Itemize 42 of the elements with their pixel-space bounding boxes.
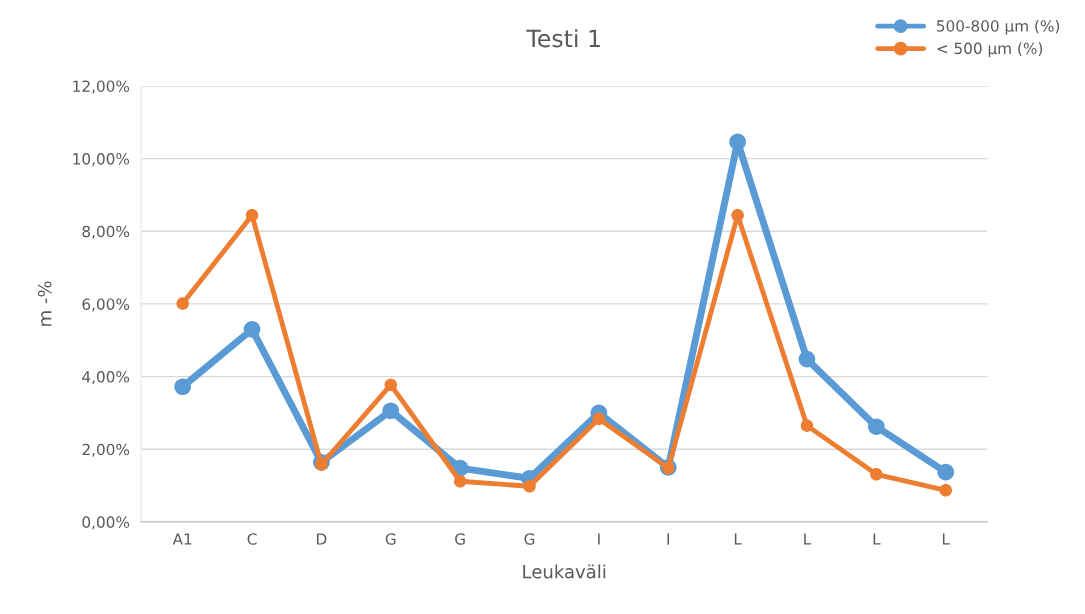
- x-tick-label: L: [734, 533, 742, 545]
- point: [245, 209, 259, 222]
- y-tick-label: 4,00%: [82, 371, 130, 385]
- y-tick-label: 0,00%: [82, 516, 130, 530]
- x-tick-label: L: [873, 533, 881, 545]
- point: [315, 458, 328, 471]
- point: [243, 321, 261, 338]
- point: [870, 468, 883, 481]
- x-axis-title: Leukaväli: [523, 564, 606, 579]
- x-tick-label: G: [385, 533, 396, 545]
- chart-title: Testi 1: [526, 29, 600, 48]
- x-tick-label: I: [667, 533, 670, 545]
- point: [729, 133, 746, 151]
- legend-label: < 500 µm (%): [937, 42, 1043, 58]
- y-tick-label: 12,00%: [73, 80, 130, 94]
- point: [382, 402, 400, 420]
- x-tick-label: D: [317, 533, 327, 545]
- point: [174, 378, 191, 396]
- point: [523, 480, 536, 493]
- point: [937, 463, 955, 481]
- x-tick-label: A1: [172, 533, 192, 545]
- point: [592, 412, 606, 425]
- x-tick-label: G: [524, 533, 535, 545]
- x-tick-label: I: [598, 533, 600, 545]
- point: [731, 209, 744, 222]
- point: [800, 419, 814, 432]
- point: [868, 418, 885, 436]
- x-tick-label: L: [942, 533, 950, 545]
- legend-label: 500-800 µm (%): [936, 19, 1060, 35]
- y-axis-title: m -%: [37, 281, 52, 326]
- point: [939, 484, 952, 497]
- point: [453, 474, 467, 488]
- y-tick-label: 8,00%: [82, 225, 130, 239]
- point: [798, 350, 816, 368]
- y-tick-label: 6,00%: [82, 298, 130, 312]
- x-tick-label: C: [247, 533, 257, 545]
- y-tick-label: 10,00%: [73, 153, 130, 167]
- y-tick-label: 2,00%: [82, 443, 130, 457]
- point: [176, 297, 189, 310]
- x-tick-label: L: [804, 533, 812, 545]
- x-tick-label: G: [455, 533, 465, 545]
- point: [384, 378, 398, 392]
